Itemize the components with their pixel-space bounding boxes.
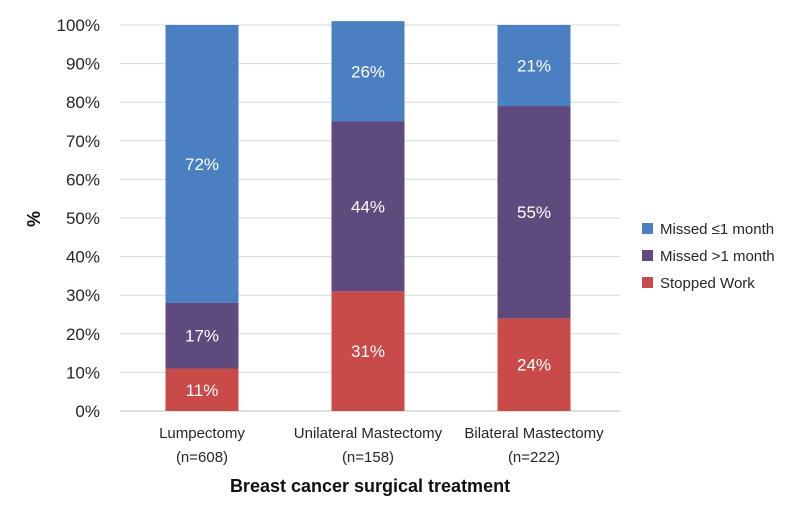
y-tick-label: 90%: [66, 55, 100, 74]
y-axis-ticks: 0% 10% 20% 30% 40% 50% 60% 70% 80% 90% 100%: [57, 16, 100, 421]
x-tick-label: Unilateral Mastectomy: [294, 425, 443, 442]
bar-segment: [331, 121, 405, 292]
bar-segment: [165, 25, 239, 303]
x-axis-category-labels: Lumpectomy (n=608) Unilateral Mastectomy (n…: [159, 425, 604, 466]
legend-label: Missed ≤1 month: [660, 221, 774, 238]
data-label: 55%: [517, 203, 551, 222]
bar-segment: [497, 25, 571, 107]
bar-segment: [497, 318, 571, 411]
y-axis-title: %: [24, 211, 44, 227]
data-label: 24%: [517, 356, 551, 375]
bar-segment: [165, 302, 239, 369]
y-tick-label: 40%: [66, 248, 100, 267]
y-tick-label: 0%: [75, 402, 100, 421]
y-tick-label: 20%: [66, 325, 100, 344]
legend-swatch: [642, 223, 653, 234]
y-tick-label: 30%: [66, 286, 100, 305]
legend-swatch: [642, 250, 653, 261]
data-label: 11%: [186, 381, 219, 400]
y-tick-label: 100%: [57, 16, 100, 35]
bar-segment: [497, 106, 571, 319]
legend-label: Missed >1 month: [660, 248, 775, 265]
data-label: 72%: [185, 155, 219, 174]
y-tick-label: 80%: [66, 93, 100, 112]
x-tick-label: Lumpectomy: [159, 425, 245, 442]
x-tick-label: Bilateral Mastectomy: [464, 425, 604, 442]
x-tick-sample-size: (n=158): [342, 449, 394, 466]
data-label: 21%: [517, 57, 551, 76]
y-tick-label: 10%: [66, 363, 100, 382]
data-label: 17%: [185, 327, 219, 346]
data-label: 31%: [351, 342, 385, 361]
legend-label: Stopped Work: [660, 275, 755, 292]
y-tick-label: 70%: [66, 132, 100, 151]
x-tick-sample-size: (n=222): [508, 449, 560, 466]
x-axis-title: Breast cancer surgical treatment: [230, 476, 510, 496]
x-tick-sample-size: (n=608): [176, 449, 228, 466]
data-label: 26%: [351, 62, 385, 81]
bars: 11% 17% 72% 31% 44% 26% 24% 55% 21%: [165, 21, 571, 411]
y-tick-label: 60%: [66, 170, 100, 189]
bar-segment: [165, 368, 239, 411]
legend: Missed ≤1 month Missed >1 month Stopped Wo…: [642, 221, 775, 292]
bar-segment: [331, 21, 405, 122]
data-label: 44%: [351, 197, 385, 216]
legend-swatch: [642, 277, 653, 288]
bar-segment: [331, 291, 405, 411]
y-tick-label: 50%: [66, 209, 100, 228]
